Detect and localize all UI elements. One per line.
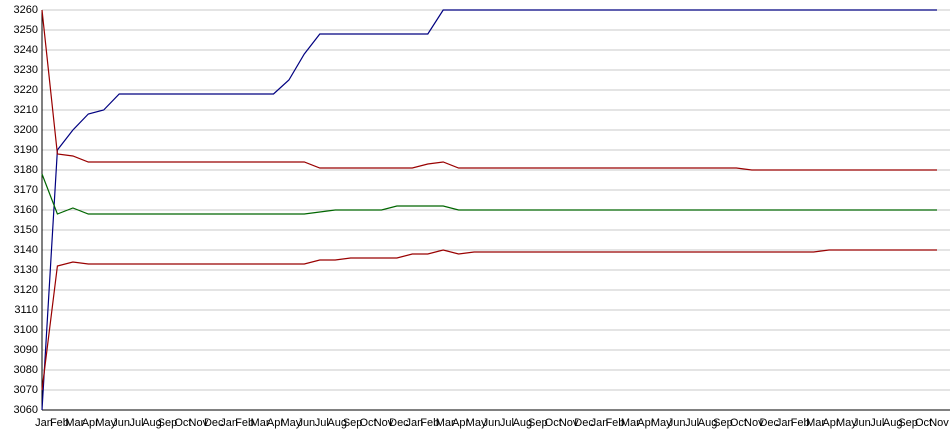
x-tick-label: Jun [112,417,130,429]
x-tick-label: Apr [82,417,99,429]
x-tick-label: May [466,417,487,429]
y-tick-label: 3120 [14,284,38,296]
x-tick-label: Mar [251,417,270,429]
x-tick-label: Dec [759,417,779,429]
y-tick-label: 3260 [14,4,38,16]
x-tick-label: Aug [513,417,533,429]
x-tick-label: Apr [452,417,469,429]
x-tick-label: Aug [883,417,903,429]
x-tick-label: Jan [405,417,423,429]
x-tick-label: May [651,417,672,429]
y-tick-label: 3240 [14,44,38,56]
x-tick-label: Aug [327,417,347,429]
x-tick-label: Feb [420,417,439,429]
y-tick-label: 3220 [14,84,38,96]
x-tick-label: Dec [204,417,224,429]
x-tick-label: Oct [915,417,932,429]
x-tick-label: Feb [791,417,810,429]
y-tick-label: 3180 [14,164,38,176]
x-tick-label: Jan [591,417,609,429]
x-tick-label: Apr [267,417,284,429]
y-tick-label: 3250 [14,24,38,36]
x-tick-label: Nov [559,417,579,429]
x-tick-label: Oct [545,417,562,429]
y-tick-label: 3230 [14,64,38,76]
y-tick-label: 3190 [14,144,38,156]
x-tick-label: Jul [315,417,329,429]
x-tick-label: May [281,417,302,429]
x-tick-label: Feb [605,417,624,429]
x-tick-label: May [836,417,857,429]
x-tick-label: Oct [359,417,376,429]
y-tick-label: 3170 [14,184,38,196]
x-tick-label: Jan [776,417,794,429]
x-tick-label: Jul [870,417,884,429]
y-tick-label: 3140 [14,244,38,256]
x-tick-label: Mar [806,417,825,429]
y-tick-label: 3090 [14,344,38,356]
x-tick-label: Oct [730,417,747,429]
x-tick-label: Mar [436,417,455,429]
y-tick-label: 3210 [14,104,38,116]
x-tick-label: Sep [528,417,548,429]
x-tick-label: Dec [389,417,409,429]
x-tick-label: Jan [35,417,53,429]
y-tick-label: 3130 [14,264,38,276]
x-tick-label: Apr [822,417,839,429]
x-tick-label: Jun [853,417,871,429]
x-tick-label: Aug [142,417,162,429]
y-tick-label: 3150 [14,224,38,236]
x-tick-label: Jul [685,417,699,429]
x-tick-label: Jan [220,417,238,429]
x-tick-label: Jun [297,417,315,429]
y-tick-label: 3160 [14,204,38,216]
x-tick-label: Apr [637,417,654,429]
x-tick-label: Nov [929,417,949,429]
x-tick-label: Mar [65,417,84,429]
x-tick-label: Aug [698,417,718,429]
y-tick-label: 3200 [14,124,38,136]
x-tick-label: Jul [500,417,514,429]
x-tick-label: Dec [574,417,594,429]
x-tick-label: Mar [621,417,640,429]
y-tick-label: 3100 [14,324,38,336]
x-tick-label: May [95,417,116,429]
series-line [41,9,937,411]
x-tick-label: Nov [374,417,394,429]
x-tick-label: Sep [343,417,363,429]
x-tick-label: Nov [744,417,764,429]
series-line [41,9,937,171]
y-tick-label: 3070 [14,384,38,396]
x-tick-label: Feb [235,417,254,429]
x-tick-label: Oct [174,417,191,429]
y-tick-label: 3080 [14,364,38,376]
y-tick-label: 3110 [14,304,38,316]
x-tick-label: Sep [713,417,733,429]
x-tick-label: Sep [898,417,918,429]
series-line [41,173,937,215]
x-tick-label: Nov [189,417,209,429]
x-tick-label: Jul [130,417,144,429]
series-line [41,249,937,391]
x-tick-label: Sep [158,417,178,429]
x-tick-label: Jun [483,417,501,429]
x-tick-label: Feb [50,417,69,429]
y-tick-label: 3060 [14,404,38,416]
x-tick-label: Jun [668,417,686,429]
